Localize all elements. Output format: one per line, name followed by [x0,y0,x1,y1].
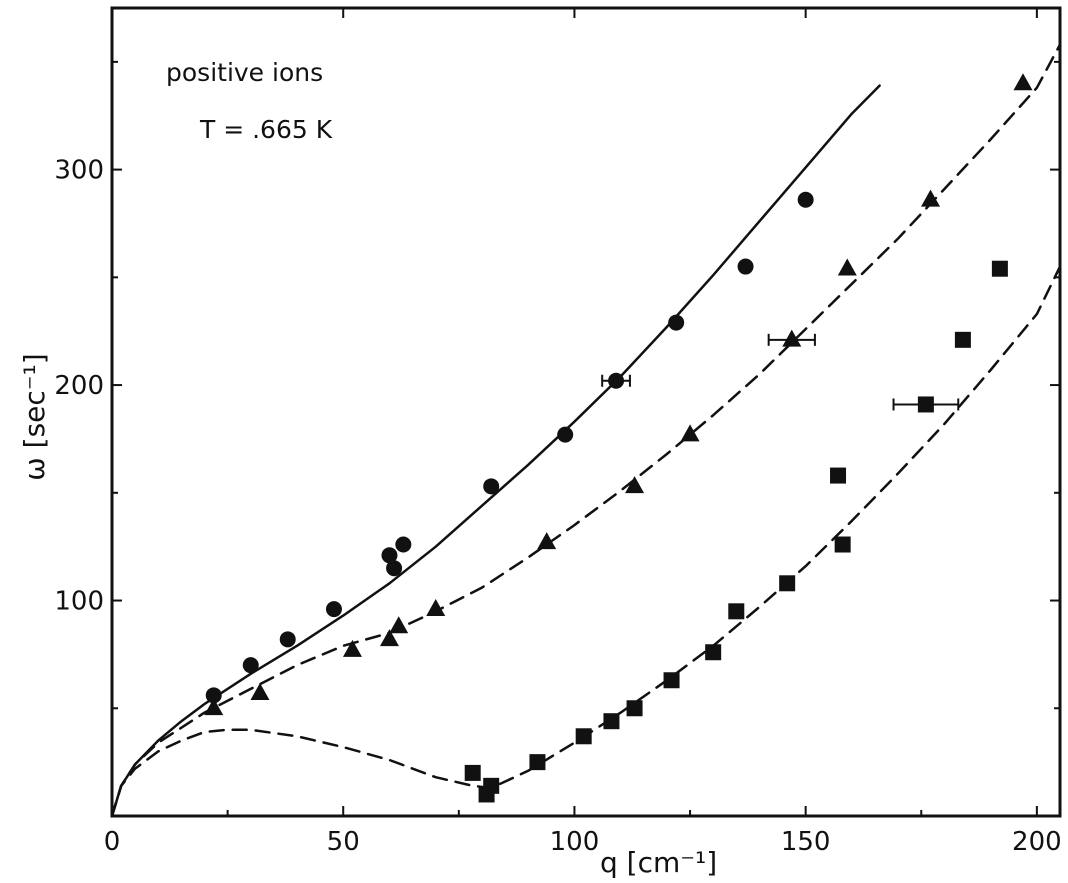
triangle-point [342,639,362,657]
error-bars [601,333,960,411]
square-point [991,260,1008,277]
triangle-point [625,476,645,494]
tick-labels: 0 50 100 150 200 100 200 300 [54,156,1061,857]
circle-point [737,258,754,275]
y-axis-title: ω [sec⁻¹] [18,353,51,480]
x-axis-title: q [cm⁻¹] [600,846,717,879]
circle-point [483,478,500,495]
square-point [626,700,643,717]
square-point [575,728,592,745]
circle-point [325,601,342,618]
axis-ticks [111,8,1060,816]
square-point [705,644,722,661]
triangle-point [426,598,446,616]
triangle-point [680,424,700,442]
circle-point [242,657,259,674]
circle-point [381,547,398,564]
circle-point [797,191,814,208]
triangle-point [837,258,857,276]
x-tick-label: 100 [550,827,600,857]
x-tick-label: 200 [1012,827,1062,857]
square-point [529,754,546,771]
square-point [663,672,680,689]
circle-point [557,426,574,443]
square-point [954,331,971,348]
y-tick-label: 100 [54,587,104,617]
circle-point [608,372,625,389]
x-tick-label: 0 [104,827,121,857]
square-point [603,713,620,730]
square-point [728,603,745,620]
square-point [830,467,847,484]
plot-frame [110,6,1062,818]
annotation-temperature: T = .665 K [199,115,333,144]
square-point [779,575,796,592]
triangle-point [782,329,802,347]
fit-curves [110,43,1062,818]
triangle-point [1013,73,1033,91]
square-point [483,777,500,794]
x-tick-label: 50 [327,827,360,857]
fit-curve-1 [110,84,881,818]
annotation-species: positive ions [166,58,323,87]
fit-curve-2 [110,43,1062,818]
circle-point [395,536,412,553]
triangle-point [250,682,270,700]
circle-point [279,631,296,648]
triangle-point [379,629,399,647]
triangle-point [537,532,557,550]
y-tick-label: 300 [54,156,104,186]
x-tick-label: 150 [781,827,831,857]
data-markers [204,73,1033,803]
triangle-point [204,698,224,716]
square-point [917,396,934,413]
y-tick-label: 200 [54,371,104,401]
circle-point [205,687,222,704]
circle-point [386,560,403,577]
triangle-point [389,616,409,634]
square-point [464,764,481,781]
triangle-point [921,189,941,207]
circle-point [668,314,685,331]
square-point [834,536,851,553]
